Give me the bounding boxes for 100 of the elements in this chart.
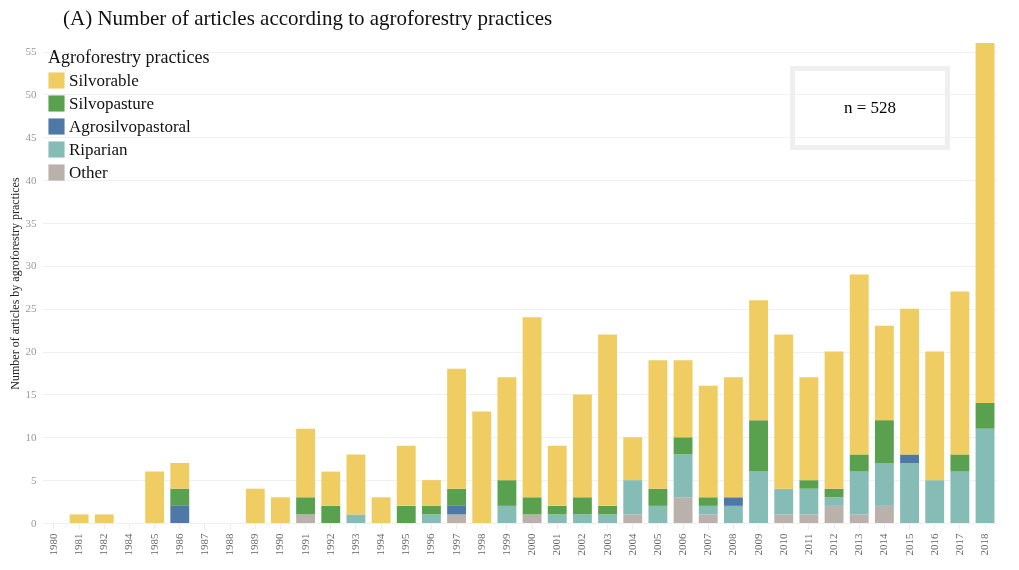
bar — [321, 505, 341, 523]
bar — [572, 497, 592, 515]
bar — [698, 497, 718, 506]
x-tick-label: 1997 — [449, 533, 462, 556]
x-tick-label: 2017 — [952, 533, 965, 556]
bar — [497, 480, 517, 506]
bar — [698, 514, 718, 523]
y-tick-label: 30 — [25, 259, 37, 272]
bar — [874, 463, 894, 506]
bar — [975, 43, 995, 403]
bar — [925, 480, 945, 523]
bar — [245, 488, 265, 523]
y-axis-title: Number of articles by agroforestry practices — [7, 177, 22, 390]
y-tick-label: 55 — [25, 45, 37, 58]
x-tick-label: 2008 — [726, 533, 739, 556]
x-tick-label: 1987 — [197, 533, 210, 556]
bar — [950, 291, 970, 455]
bar — [799, 480, 819, 489]
bar — [522, 497, 542, 515]
bar — [849, 514, 869, 523]
y-tick-label: 10 — [25, 430, 37, 443]
bar — [396, 505, 416, 523]
x-tick-label: 1999 — [499, 533, 512, 556]
bar — [648, 360, 668, 489]
bar — [975, 403, 995, 429]
bar — [673, 360, 693, 438]
bar — [900, 463, 919, 523]
bar — [472, 411, 492, 523]
bar — [774, 514, 794, 523]
x-tick-label: 1982 — [97, 533, 110, 556]
bar — [447, 368, 467, 489]
bar — [900, 454, 919, 463]
bar — [572, 394, 592, 498]
bar — [522, 514, 542, 523]
bar — [170, 463, 190, 489]
y-tick-label: 5 — [31, 473, 37, 486]
x-tick-label: 1995 — [399, 533, 412, 556]
bar — [547, 505, 567, 515]
bar — [346, 454, 366, 515]
x-tick-label: 2016 — [927, 533, 940, 556]
x-tick-label: 2014 — [877, 533, 890, 556]
bar — [950, 471, 970, 523]
bar — [421, 505, 441, 515]
bar — [648, 488, 668, 506]
bar — [522, 317, 542, 498]
annotation: n = 528 — [790, 66, 950, 150]
bar — [874, 325, 894, 421]
legend-title: Agroforestry practices — [48, 47, 210, 67]
bar — [296, 514, 316, 523]
x-tick-label: 1994 — [374, 533, 387, 556]
bar — [950, 454, 970, 472]
x-tick-label: 2004 — [625, 533, 638, 556]
legend-label: Silvopasture — [69, 93, 154, 113]
bar — [598, 514, 618, 523]
bar — [271, 497, 290, 523]
bar — [723, 497, 743, 506]
bar — [774, 334, 794, 489]
legend-label: Agrosilvopastoral — [69, 116, 192, 136]
bar — [874, 420, 894, 463]
bar — [849, 274, 869, 455]
legend-label: Silvorable — [69, 70, 139, 90]
bar — [849, 454, 869, 472]
x-tick-label: 2007 — [701, 533, 714, 556]
x-tick-label: 1985 — [147, 533, 160, 556]
bar — [698, 505, 718, 515]
x-tick-label: 1980 — [46, 533, 59, 556]
y-tick-label: 50 — [25, 87, 37, 100]
bar — [648, 505, 668, 523]
bar — [749, 300, 768, 421]
bar — [723, 505, 743, 523]
bar — [421, 514, 441, 523]
bar — [447, 505, 467, 515]
legend-label: Riparian — [69, 139, 129, 159]
x-tick-label: 2011 — [801, 533, 814, 556]
bar — [145, 471, 165, 523]
x-tick-label: 2001 — [550, 533, 563, 556]
bar — [346, 514, 366, 523]
bar — [69, 514, 89, 523]
bar — [900, 308, 919, 455]
bar — [849, 471, 869, 515]
bar — [321, 471, 341, 506]
bar — [874, 505, 894, 523]
bar — [749, 420, 768, 472]
x-tick-label: 2006 — [676, 533, 689, 556]
x-tick-label: 1981 — [72, 533, 85, 556]
bar — [824, 351, 844, 489]
bar — [673, 497, 693, 523]
bar — [396, 445, 416, 506]
y-tick-label: 45 — [25, 130, 37, 143]
bar — [296, 497, 316, 515]
y-tick-label: 25 — [25, 302, 37, 315]
y-tick-label: 0 — [31, 516, 37, 529]
bar — [598, 334, 618, 506]
y-tick-label: 20 — [25, 345, 37, 358]
x-tick-label: 1989 — [248, 533, 261, 556]
legend-label: Other — [69, 162, 109, 182]
bar — [673, 437, 693, 455]
bar — [925, 351, 945, 481]
y-tick-label: 35 — [25, 216, 37, 229]
x-tick-label: 2009 — [751, 533, 764, 556]
